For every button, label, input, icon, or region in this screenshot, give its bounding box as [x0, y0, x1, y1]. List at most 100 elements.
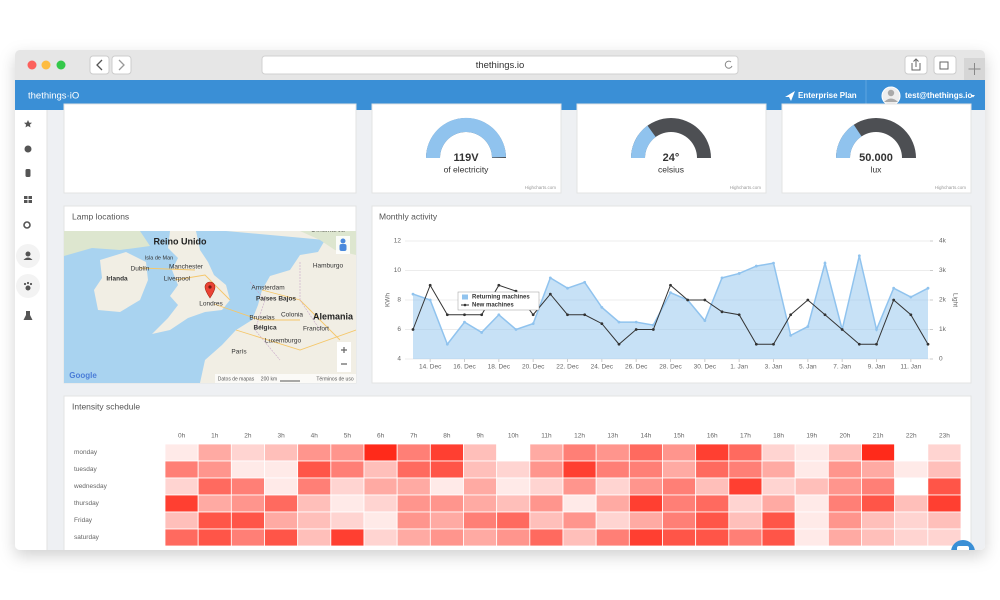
- heat-cell: [164, 443, 199, 462]
- user[interactable]: test@thethings.io: [905, 91, 972, 100]
- nav-apps-cell: [24, 196, 28, 199]
- share-icon: [911, 58, 921, 71]
- pegman: [340, 238, 346, 244]
- heat-cell: [330, 528, 365, 547]
- close-button[interactable]: [27, 60, 37, 70]
- nav-apps-cell: [28, 200, 32, 203]
- heat-cell: [496, 494, 531, 513]
- point-marker: [737, 313, 741, 317]
- heat-cell: [297, 528, 332, 547]
- heat-cell: [595, 494, 630, 513]
- heat-cell: [728, 494, 763, 513]
- chat-button[interactable]: [951, 540, 975, 564]
- nav-favorites[interactable]: [24, 120, 32, 128]
- gauge-unit: celsius: [658, 164, 684, 174]
- heat-cell: [827, 528, 862, 547]
- minimize-button[interactable]: [41, 60, 51, 70]
- nav-things[interactable]: [25, 169, 31, 177]
- heat-cell: [496, 528, 531, 547]
- nav-apps[interactable]: [24, 196, 32, 203]
- heat-cell: [429, 494, 464, 513]
- nav-settings[interactable]: [23, 221, 31, 229]
- heat-cell: [396, 443, 431, 462]
- point-marker: [806, 298, 810, 302]
- heat-cell: [197, 528, 232, 547]
- point-marker: [634, 328, 638, 331]
- heat-cell: [197, 477, 232, 496]
- nav-pets[interactable]: [25, 285, 31, 291]
- heat-cell: [761, 528, 796, 547]
- heat-cell: [230, 460, 265, 479]
- map-label: Dinamarca: [311, 227, 345, 234]
- user-caret[interactable]: [971, 95, 975, 98]
- heat-cell: [695, 460, 730, 479]
- back-button[interactable]: [89, 55, 110, 75]
- point-marker: [445, 342, 449, 346]
- heat-cell: [363, 477, 398, 496]
- heat-cell: [529, 460, 564, 479]
- zoom-control[interactable]: [337, 342, 351, 372]
- plan[interactable]: Enterprise Plan: [798, 91, 857, 100]
- nav-lab[interactable]: [23, 311, 33, 320]
- logo[interactable]: thethings·iO: [28, 91, 79, 102]
- map-logo: Google: [69, 371, 97, 380]
- back-icon: [96, 59, 103, 71]
- url-bar[interactable]: [261, 55, 739, 75]
- map-terms[interactable]: Términos de uso: [316, 376, 353, 382]
- heat-cell: [529, 528, 564, 547]
- heat-cell: [330, 477, 365, 496]
- heat-cell: [662, 460, 697, 479]
- gauge-value: [425, 117, 506, 158]
- y2-tick-label: 1k: [939, 326, 947, 333]
- gauge-label: 24°: [663, 152, 680, 164]
- heat-cell: [230, 477, 265, 496]
- row-label: monday: [74, 449, 98, 456]
- x-tick-label: 14. Dec: [419, 364, 442, 371]
- legend-label: Returning machines: [472, 295, 530, 301]
- tabs-button[interactable]: [933, 55, 957, 75]
- nav-apps-cell: [24, 200, 28, 203]
- column-label: 9h: [476, 433, 484, 440]
- point-marker: [651, 328, 655, 331]
- heat-cell: [695, 511, 730, 530]
- point-marker: [823, 313, 827, 317]
- heat-cell: [628, 494, 663, 513]
- attribution-bg: [215, 374, 356, 383]
- map[interactable]: Reino Unido Irlanda Isla de Man Dublín M…: [64, 227, 356, 383]
- y2-tick-label: 2k: [939, 297, 947, 304]
- nav-users[interactable]: [25, 251, 31, 257]
- card: [781, 103, 972, 194]
- column-label: 14h: [640, 433, 651, 440]
- heat-cell: [827, 477, 862, 496]
- heat-cell: [794, 511, 829, 530]
- point-marker: [463, 320, 466, 324]
- point-marker: [875, 328, 878, 331]
- legend-symbol: [463, 303, 467, 307]
- point-marker: [772, 342, 775, 346]
- heat-cell: [264, 477, 299, 496]
- heat-cell: [463, 511, 498, 530]
- zoom-button[interactable]: [56, 60, 66, 70]
- point-marker: [411, 292, 415, 296]
- heat-cell: [861, 494, 896, 513]
- map-marker[interactable]: [204, 281, 216, 299]
- gauge-value: [836, 124, 862, 158]
- point-marker: [857, 254, 861, 258]
- x-tick-label: 20. Dec: [522, 364, 545, 371]
- point-marker: [754, 264, 758, 268]
- map-title: Lamp locations: [72, 211, 129, 221]
- map-marker-dot: [208, 285, 212, 289]
- heat-cell: [695, 443, 730, 462]
- nav-dashboard[interactable]: [24, 145, 32, 153]
- reload-icon[interactable]: [724, 60, 733, 69]
- point-marker: [428, 298, 432, 302]
- x-tick-label: 24. Dec: [591, 364, 614, 371]
- chart-title: Intensity schedule: [72, 401, 140, 411]
- heat-cell: [927, 494, 962, 513]
- gauge-track: [836, 118, 916, 158]
- heat-cell: [927, 443, 962, 462]
- forward-button[interactable]: [111, 55, 132, 75]
- heat-cell: [628, 443, 663, 462]
- borders: [249, 262, 321, 361]
- heat-cell: [861, 528, 896, 547]
